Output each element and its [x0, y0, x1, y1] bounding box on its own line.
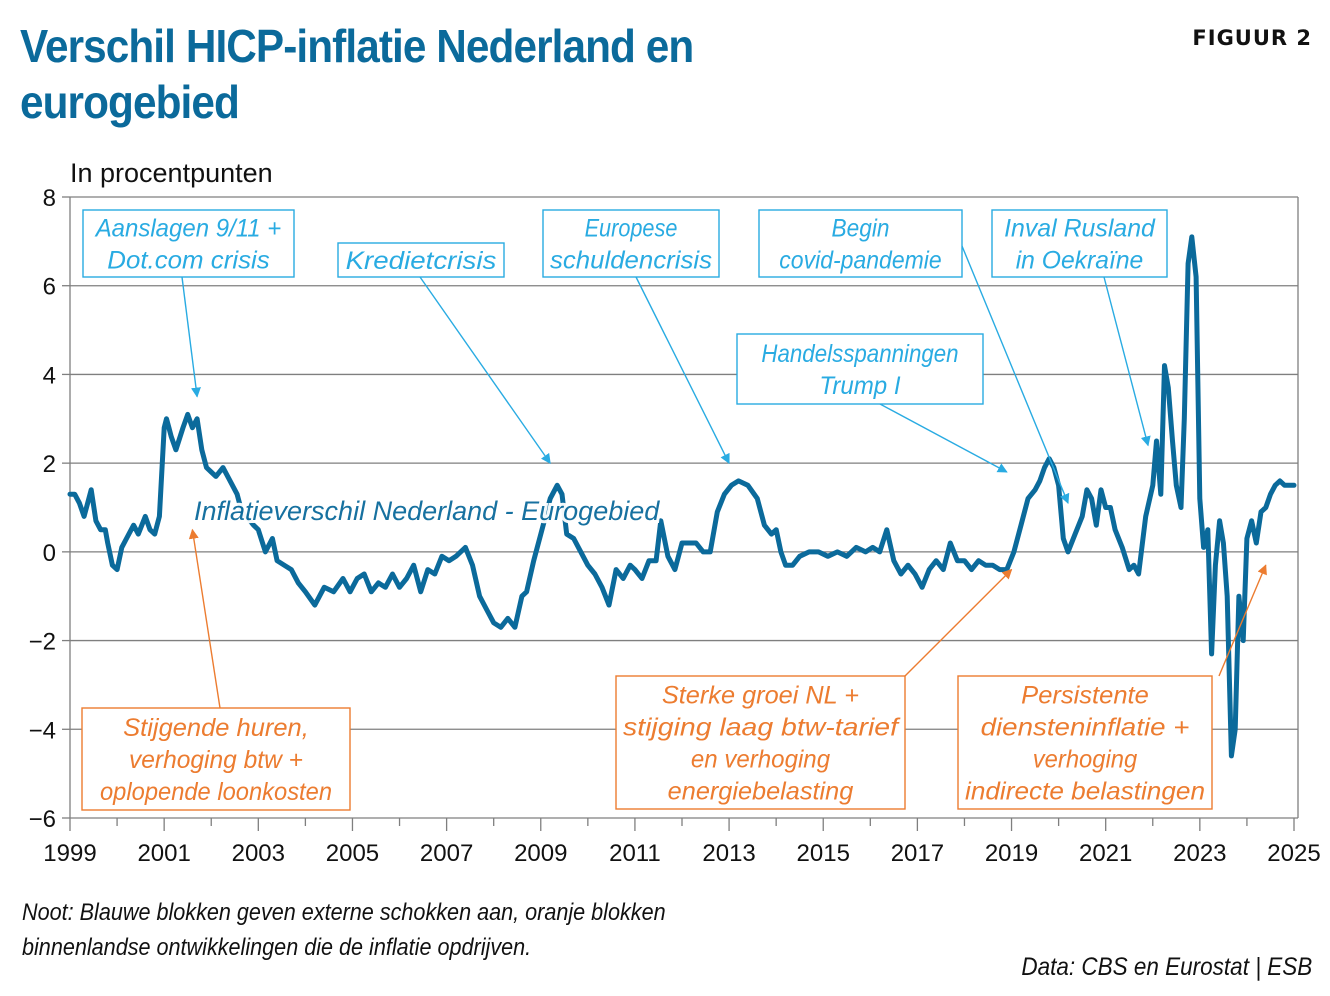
annotation-arrow [188, 528, 221, 709]
x-tick-label: 2025 [1267, 840, 1320, 867]
annotation-text: Persistente [1021, 682, 1149, 710]
note-line: Noot: Blauwe blokken geven externe schok… [22, 899, 666, 926]
annotation-arrow [961, 245, 1070, 504]
note-line: binnenlandse ontwikkelingen die de infla… [22, 934, 532, 961]
source-credit: Data: CBS en Eurostat | ESB [1021, 953, 1312, 981]
y-tick-label: 2 [43, 451, 56, 478]
y-tick-label: −4 [29, 717, 56, 744]
annotation-box [991, 209, 1168, 278]
annotation-text: in Oekraïne [1016, 247, 1144, 275]
annotation-box [957, 675, 1213, 810]
annotation-text: Trump I [819, 372, 900, 400]
x-tick-label: 2021 [1079, 840, 1132, 867]
y-tick-label: −6 [29, 806, 56, 833]
annotation-box [82, 209, 295, 278]
annotation-text: oplopende loonkosten [100, 778, 332, 806]
annotation-text: Sterke groei NL + [662, 682, 859, 710]
annotation-text: verhoging btw + [129, 746, 303, 774]
annotation-text: indirecte belastingen [965, 778, 1205, 806]
annotation-text: Aanslagen 9/11 + [94, 215, 282, 243]
x-tick-label: 2013 [702, 840, 755, 867]
annotation-text: stijging laag btw-tarief [623, 714, 901, 742]
x-tick-label: 2007 [420, 840, 473, 867]
annotation-arrow [904, 568, 1013, 677]
annotation-text: Dot.com crisis [107, 247, 269, 275]
annotation-arrow [879, 403, 1008, 473]
annotation-text: Stijgende huren, [123, 714, 309, 742]
x-tick-label: 1999 [43, 840, 96, 867]
figure-label: FIGUUR 2 [1192, 26, 1312, 50]
y-tick-label: 6 [43, 274, 56, 301]
annotation-text: diensteninflatie + [981, 714, 1190, 742]
y-tick-label: 4 [43, 362, 56, 389]
annotation-text: Handelsspanningen [761, 340, 958, 368]
annotation-text: energiebelasting [668, 778, 854, 806]
annotation-text: Begin [832, 215, 890, 243]
annotation-text: covid-pandemie [779, 247, 941, 275]
annotation-arrow [181, 276, 201, 398]
chart-note: Noot: Blauwe blokken geven externe schok… [22, 895, 666, 965]
x-tick-label: 2001 [137, 840, 190, 867]
x-tick-label: 2009 [514, 840, 567, 867]
annotation-text: schuldencrisis [550, 247, 712, 275]
annotation-text: Inval Rusland [1004, 215, 1156, 243]
annotation-box [736, 333, 984, 405]
annotation-arrow [1218, 564, 1267, 677]
x-tick-label: 2019 [985, 840, 1038, 867]
page-title: Verschil HICP-inflatie Nederland en euro… [20, 20, 694, 128]
annotation-box [542, 209, 720, 278]
x-tick-label: 2011 [609, 840, 661, 867]
annotation-box [758, 209, 963, 278]
annotation-text: Kredietcrisis [346, 247, 497, 275]
annotation-text: verhoging [1033, 746, 1137, 774]
y-tick-label: −2 [29, 629, 56, 656]
annotation-box [337, 242, 505, 278]
annotation-box [81, 707, 351, 811]
x-tick-label: 2023 [1173, 840, 1226, 867]
y-tick-label: 8 [43, 185, 56, 212]
annotation-arrow [635, 276, 730, 465]
series-inline-label: Inflatieverschil Nederland - Eurogebied [194, 496, 660, 526]
annotation-text: en verhoging [691, 746, 830, 774]
annotation-box [615, 675, 906, 810]
y-tick-label: 0 [43, 540, 56, 567]
y-axis-label: In procentpunten [70, 158, 273, 188]
x-tick-label: 2005 [326, 840, 379, 867]
annotation-arrow [1103, 276, 1151, 447]
x-tick-label: 2017 [891, 840, 944, 867]
x-tick-label: 2015 [797, 840, 850, 867]
annotation-text: Europese [585, 215, 678, 243]
annotation-arrow [419, 276, 551, 464]
x-tick-label: 2003 [232, 840, 285, 867]
